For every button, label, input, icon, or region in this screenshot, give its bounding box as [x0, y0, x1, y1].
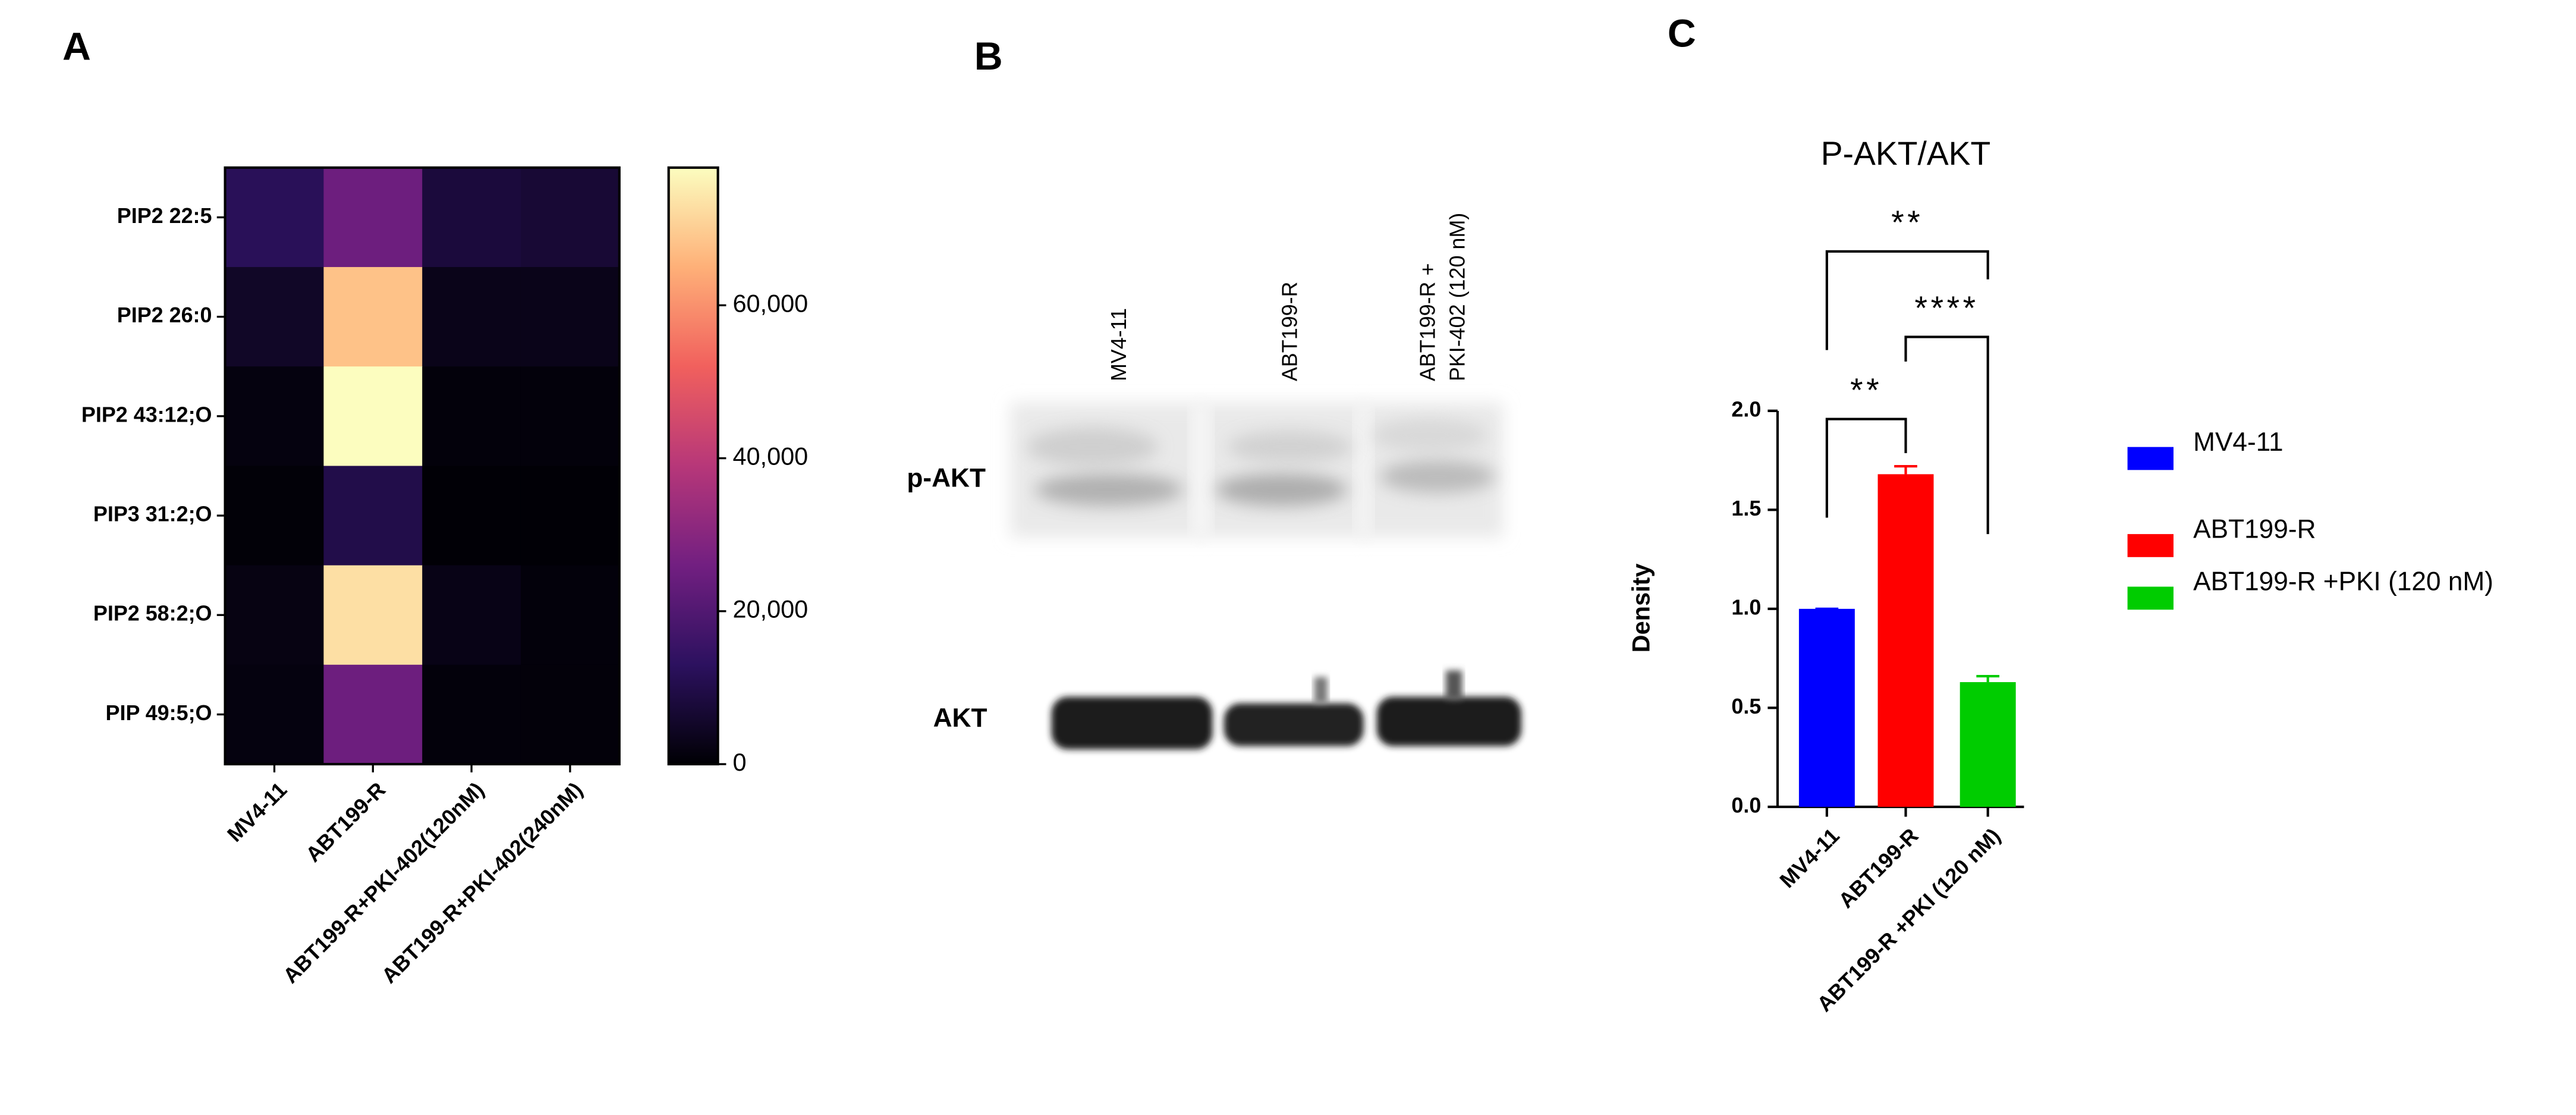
significance-bracket: [1904, 335, 1989, 535]
colorbar: [667, 166, 719, 766]
heatmap-cell: [520, 664, 620, 765]
heatmap-cell: [520, 565, 620, 665]
column-label: MV4-11: [222, 777, 291, 846]
heatmap-frame: [224, 166, 621, 766]
heatmap-cell: [323, 267, 423, 368]
band-label: p-AKT: [907, 464, 986, 493]
bar: [1798, 608, 1855, 807]
significance-label: **: [1850, 372, 1882, 409]
heatmap-cell: [422, 366, 521, 467]
column-label: ABT199-R+PKI-402(240nM): [377, 777, 587, 988]
heatmap-cell: [323, 664, 423, 765]
y-tick-label: 2.0: [1731, 397, 1761, 421]
heatmap-cell: [323, 565, 423, 665]
panel-label: B: [974, 34, 1003, 78]
blot-image: [1010, 403, 1521, 750]
x-tick-label: ABT199-R: [1833, 823, 1923, 912]
heatmap-cell: [422, 466, 521, 566]
lane-label: ABT199-R: [1278, 281, 1302, 381]
legend-label: MV4-11: [2193, 428, 2284, 457]
colorbar-tick-label: 20,000: [732, 595, 808, 623]
significance-bracket: [1825, 417, 1907, 518]
band-label: AKT: [933, 703, 987, 733]
row-label: PIP2 22:5: [117, 203, 212, 228]
lane-label: PKI-402 (120 nM): [1445, 213, 1469, 381]
heatmap-cell: [520, 267, 620, 368]
heatmap-cell: [422, 267, 521, 368]
lane-label: MV4-11: [1106, 308, 1131, 381]
column-label: ABT199-R: [301, 777, 390, 866]
row-label: PIP2 43:12;O: [81, 402, 212, 426]
heatmap-cell: [422, 565, 521, 665]
heatmap-cell: [520, 167, 620, 268]
y-tick-label: 0.0: [1731, 793, 1761, 817]
legend-swatch: [2127, 447, 2174, 470]
y-tick-label: 1.5: [1731, 496, 1761, 520]
panel-label: C: [1668, 11, 1696, 55]
heatmap-cell: [520, 466, 620, 566]
heatmap-cell: [225, 565, 325, 665]
lane-label: ABT199-R +: [1416, 263, 1440, 382]
x-tick-label: MV4-11: [1775, 823, 1844, 892]
significance-label: ****: [1915, 290, 1979, 326]
colorbar-tick-label: 60,000: [732, 289, 808, 317]
legend-swatch: [2127, 586, 2174, 610]
heatmap-cell: [225, 664, 325, 765]
bar: [1959, 682, 2016, 807]
heatmap-cell: [422, 664, 521, 765]
heatmap-cell: [323, 366, 423, 467]
row-label: PIP2 58:2;O: [93, 601, 212, 626]
legend-swatch: [2127, 534, 2174, 557]
legend-label: ABT199-R +PKI (120 nM): [2193, 567, 2493, 596]
legend-label: ABT199-R: [2193, 514, 2316, 544]
panel-label: A: [62, 24, 91, 68]
colorbar-tick-label: 40,000: [732, 442, 808, 470]
heatmap-cell: [323, 466, 423, 566]
significance-bracket: [1825, 250, 1989, 350]
heatmap-cell: [225, 267, 325, 368]
row-label: PIP3 31:2;O: [93, 502, 212, 526]
significance-label: **: [1891, 204, 1923, 241]
heatmap-cell: [225, 366, 325, 467]
y-axis-label: Density: [1627, 564, 1655, 653]
y-tick-label: 1.0: [1731, 595, 1761, 619]
row-label: PIP2 26:0: [117, 303, 212, 327]
heatmap-cell: [225, 466, 325, 566]
column-label: ABT199-R+PKI-402(120nM): [278, 777, 489, 988]
y-tick-label: 0.5: [1731, 694, 1761, 718]
heatmap-cell: [520, 366, 620, 467]
heatmap-cell: [323, 167, 423, 268]
colorbar-tick-label: 0: [732, 748, 746, 776]
bar: [1877, 474, 1934, 807]
heatmap-cell: [225, 167, 325, 268]
row-label: PIP 49:5;O: [106, 701, 212, 725]
chart-title: P-AKT/AKT: [1821, 135, 1991, 172]
heatmap-cell: [422, 167, 521, 268]
